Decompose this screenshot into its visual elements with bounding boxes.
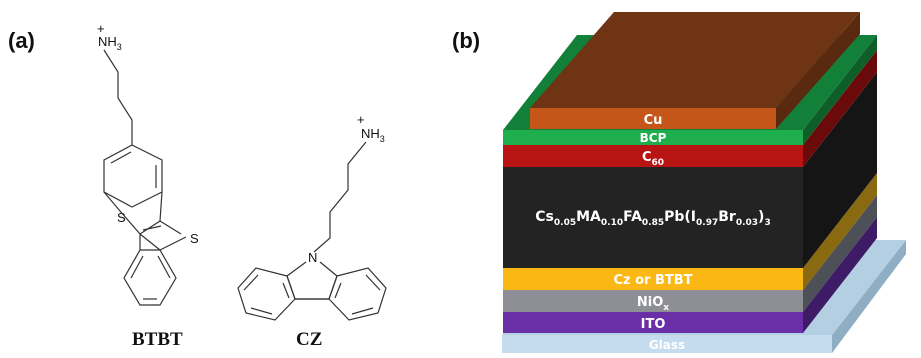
glass-layer [502, 335, 832, 353]
btbt-alkyl-chain [103, 49, 133, 145]
perovskite-layer [503, 167, 803, 268]
glass-layer-side [832, 240, 906, 353]
perovskite-formula: Cs0.05MA0.10FA0.85Pb(I0.97Br0.03)3 [535, 209, 770, 228]
c60-layer-side [803, 50, 877, 167]
c60-layer [503, 145, 803, 167]
btbt-sulfur-right: S [190, 231, 199, 246]
btbt-molecule: NH3 + S S BTBT [97, 21, 199, 350]
htl-layer-side [803, 173, 877, 290]
bcp-layer-side [803, 35, 877, 145]
cz-benzene-ring-left [237, 267, 296, 321]
cz-name-label: CZ [296, 329, 322, 350]
cz-pyrrole-ring [286, 261, 338, 300]
cu-layer-top [530, 12, 860, 108]
glass-label: Glass [649, 338, 685, 352]
cz-amine-charge: + [357, 112, 365, 127]
c60-label: C60 [642, 150, 664, 168]
panel-a-label: (a) [8, 28, 35, 53]
nio-layer-side [803, 195, 877, 312]
device-stack: Glass ITO NiOx Cz or BTBT Cs0.05MA0.10FA… [502, 12, 906, 353]
cu-layer [530, 108, 776, 129]
cz-alkyl-chain [313, 141, 367, 253]
cu-layer-side [776, 12, 860, 129]
btbt-amine-label: NH3 [98, 34, 122, 52]
htl-layer [503, 268, 803, 290]
btbt-sulfur-left: S [117, 210, 126, 225]
cz-molecule: NH3 + N CZ [237, 112, 387, 350]
ito-layer [503, 312, 803, 333]
htl-label: Cz or BTBT [613, 273, 692, 288]
btbt-benzene-ring-upper [103, 144, 163, 208]
bcp-label: BCP [640, 131, 667, 145]
panel-b-label: (b) [452, 28, 481, 53]
cu-label: Cu [644, 113, 663, 128]
cz-nitrogen-label: N [308, 250, 317, 265]
cz-benzene-ring-right [328, 267, 387, 321]
perovskite-layer-side [803, 72, 877, 268]
bcp-layer [503, 130, 803, 145]
ito-layer-side [803, 217, 877, 333]
btbt-benzene-ring-lower [123, 249, 177, 306]
nio-layer [503, 290, 803, 312]
nio-label: NiOx [637, 295, 669, 313]
btbt-name-label: BTBT [132, 329, 183, 350]
cz-amine-label: NH3 [361, 126, 385, 144]
ito-label: ITO [641, 317, 666, 332]
btbt-amine-charge: + [97, 21, 105, 36]
